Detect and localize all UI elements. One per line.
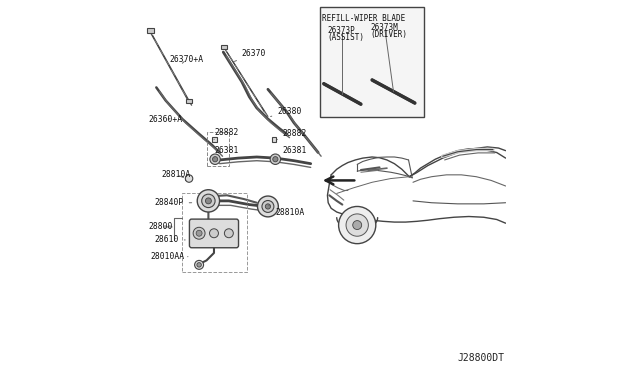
Circle shape xyxy=(210,154,220,164)
Bar xyxy=(182,193,248,272)
Circle shape xyxy=(193,227,205,239)
FancyBboxPatch shape xyxy=(189,219,239,248)
Text: 28810A: 28810A xyxy=(269,205,305,217)
Text: 26380: 26380 xyxy=(271,107,301,116)
Text: 26373M: 26373M xyxy=(370,23,398,32)
Text: J28800DT: J28800DT xyxy=(458,353,504,363)
Circle shape xyxy=(195,260,204,269)
Bar xyxy=(147,28,154,33)
Text: 26373P: 26373P xyxy=(328,26,355,35)
Text: (DRIVER): (DRIVER) xyxy=(370,30,407,39)
Circle shape xyxy=(273,157,278,162)
Text: 28610: 28610 xyxy=(154,235,185,244)
Text: 28882: 28882 xyxy=(277,129,307,140)
Circle shape xyxy=(257,196,278,217)
Bar xyxy=(207,132,229,166)
Text: 26370+A: 26370+A xyxy=(170,55,204,64)
Text: 28800: 28800 xyxy=(149,222,173,231)
Circle shape xyxy=(262,201,274,212)
Circle shape xyxy=(197,190,220,212)
Bar xyxy=(221,45,227,49)
Circle shape xyxy=(266,204,271,209)
Circle shape xyxy=(197,263,202,267)
Circle shape xyxy=(205,198,211,204)
Circle shape xyxy=(270,154,280,164)
Bar xyxy=(186,99,191,103)
Bar xyxy=(186,177,188,180)
Circle shape xyxy=(196,230,202,236)
Bar xyxy=(320,7,424,117)
Text: 28882: 28882 xyxy=(214,128,238,140)
Text: 26381: 26381 xyxy=(214,146,238,158)
Text: 26360+A: 26360+A xyxy=(148,115,182,124)
Circle shape xyxy=(209,229,218,238)
Circle shape xyxy=(353,221,362,230)
Text: 28840P: 28840P xyxy=(154,198,191,207)
Circle shape xyxy=(225,229,234,238)
Circle shape xyxy=(212,157,218,162)
Text: 26381: 26381 xyxy=(277,146,307,155)
Text: 26370: 26370 xyxy=(234,49,266,61)
Circle shape xyxy=(202,194,215,208)
Circle shape xyxy=(346,214,369,236)
Text: 28010AA: 28010AA xyxy=(151,252,188,261)
Circle shape xyxy=(339,206,376,244)
Text: (ASSIST): (ASSIST) xyxy=(328,33,364,42)
Circle shape xyxy=(186,175,193,182)
Text: REFILL-WIPER BLADE: REFILL-WIPER BLADE xyxy=(322,14,405,23)
Text: 28810A: 28810A xyxy=(162,170,191,179)
Bar xyxy=(271,137,276,142)
Bar xyxy=(212,137,216,142)
